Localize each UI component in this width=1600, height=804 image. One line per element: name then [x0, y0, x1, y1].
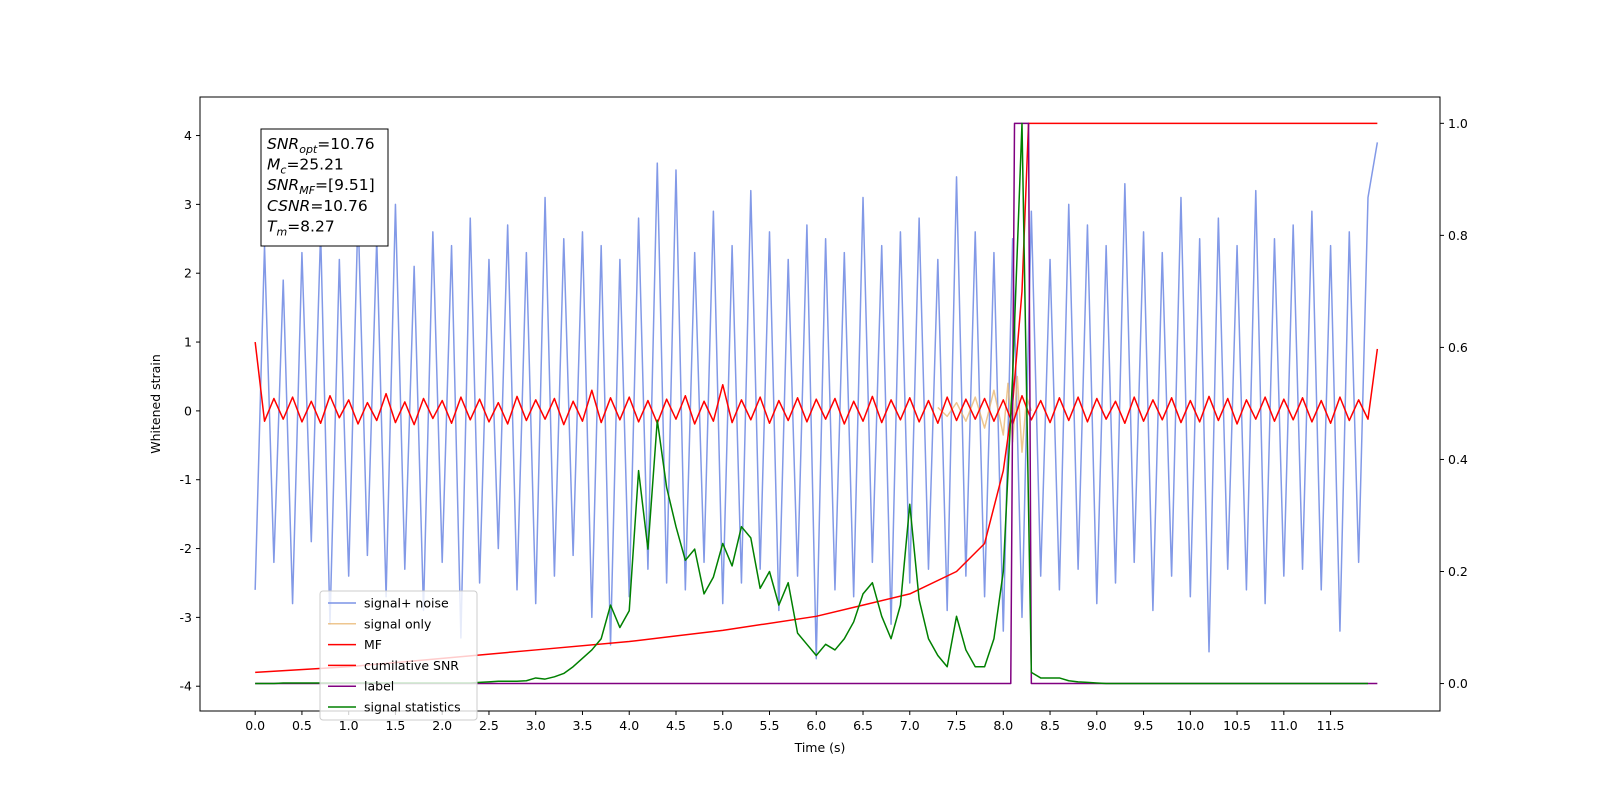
x-tick-label: 2.5: [479, 718, 499, 733]
legend-label: signal statistics: [364, 700, 461, 715]
legend-label: label: [364, 679, 394, 694]
x-tick-label: 5.5: [760, 718, 780, 733]
annotation-line: Tm=8.27: [267, 217, 335, 238]
x-tick-label: 10.0: [1176, 718, 1204, 733]
x-tick-label: 3.5: [573, 718, 593, 733]
x-tick-label: 6.5: [853, 718, 873, 733]
y-axis-label: Whitened strain: [148, 354, 163, 453]
annotation-subscript: m: [276, 225, 287, 238]
series-line: [255, 122, 1378, 674]
legend-label: MF: [364, 637, 382, 652]
legend-label: signal+ noise: [364, 596, 449, 611]
annotation-subscript: MF: [299, 184, 315, 197]
x-tick-label: 3.0: [526, 718, 546, 733]
legend-box: [319, 590, 478, 721]
annotation-box: [260, 128, 389, 247]
x-tick-label: 11.0: [1270, 718, 1298, 733]
x-tick-label: 4.5: [666, 718, 686, 733]
y2-tick-label: 0.8: [1448, 228, 1468, 243]
x-axis-label: Time (s): [794, 740, 846, 755]
x-tick-label: 1.0: [339, 718, 359, 733]
annotation-subscript: c: [280, 164, 286, 177]
y2-tick-label: 0.2: [1448, 564, 1468, 579]
annotation-text: =[9.51]: [315, 176, 375, 194]
legend-label: cumilative SNR: [364, 658, 459, 673]
x-tick-label: 6.0: [806, 718, 826, 733]
plot-frame: [199, 96, 1441, 712]
legend-label: signal only: [364, 616, 432, 631]
y-tick-label: -3: [180, 610, 192, 625]
y-tick-label: -1: [180, 472, 192, 487]
y2-tick-label: 0.4: [1448, 452, 1468, 467]
x-tick-label: 9.0: [1087, 718, 1107, 733]
annotation-symbol: M: [267, 156, 280, 174]
x-tick-label: 7.5: [947, 718, 967, 733]
x-tick-label: 4.0: [619, 718, 639, 733]
x-tick-label: 5.0: [713, 718, 733, 733]
annotation-line: SNRMF=[9.51]: [267, 176, 375, 197]
series-line: [254, 142, 1379, 660]
x-tick-label: 1.5: [385, 718, 405, 733]
x-tick-label: 11.5: [1317, 718, 1345, 733]
x-tick-label: 8.5: [1040, 718, 1060, 733]
annotation-symbol: SNR: [267, 135, 299, 153]
y-tick-label: 1: [184, 335, 192, 350]
series-line: [254, 341, 1379, 426]
y2-tick-label: 0.0: [1448, 676, 1468, 691]
x-tick-label: 9.5: [1134, 718, 1154, 733]
annotation-line: CSNR=10.76: [267, 197, 368, 215]
annotation-symbol: CSNR: [267, 197, 310, 215]
annotation-text: =8.27: [287, 217, 335, 235]
x-tick-label: 10.5: [1223, 718, 1251, 733]
x-tick-label: 7.0: [900, 718, 920, 733]
series-line: [937, 375, 1033, 453]
x-tick-label: 0.5: [292, 718, 312, 733]
y2-tick-label: 0.6: [1448, 340, 1468, 355]
annotation-symbol: T: [267, 217, 278, 235]
annotation-text: =10.76: [317, 135, 374, 153]
annotation-line: Mc=25.21: [267, 156, 344, 177]
y-tick-label: 0: [184, 403, 192, 418]
x-tick-label: 2.0: [432, 718, 452, 733]
y-tick-label: 3: [184, 197, 192, 212]
x-tick-label: 8.0: [993, 718, 1013, 733]
annotation-text: =10.76: [310, 197, 367, 215]
annotation-line: SNRopt=10.76: [267, 135, 375, 156]
x-tick-label: 0.0: [245, 718, 265, 733]
y-tick-label: -4: [180, 679, 193, 694]
annotation-symbol: SNR: [267, 176, 299, 194]
annotation-text: =25.21: [286, 156, 343, 174]
y-tick-label: 4: [184, 128, 192, 143]
annotation-subscript: opt: [299, 143, 318, 156]
y-tick-label: 2: [184, 266, 192, 281]
y2-tick-label: 1.0: [1448, 116, 1468, 131]
y-tick-label: -2: [180, 541, 192, 556]
